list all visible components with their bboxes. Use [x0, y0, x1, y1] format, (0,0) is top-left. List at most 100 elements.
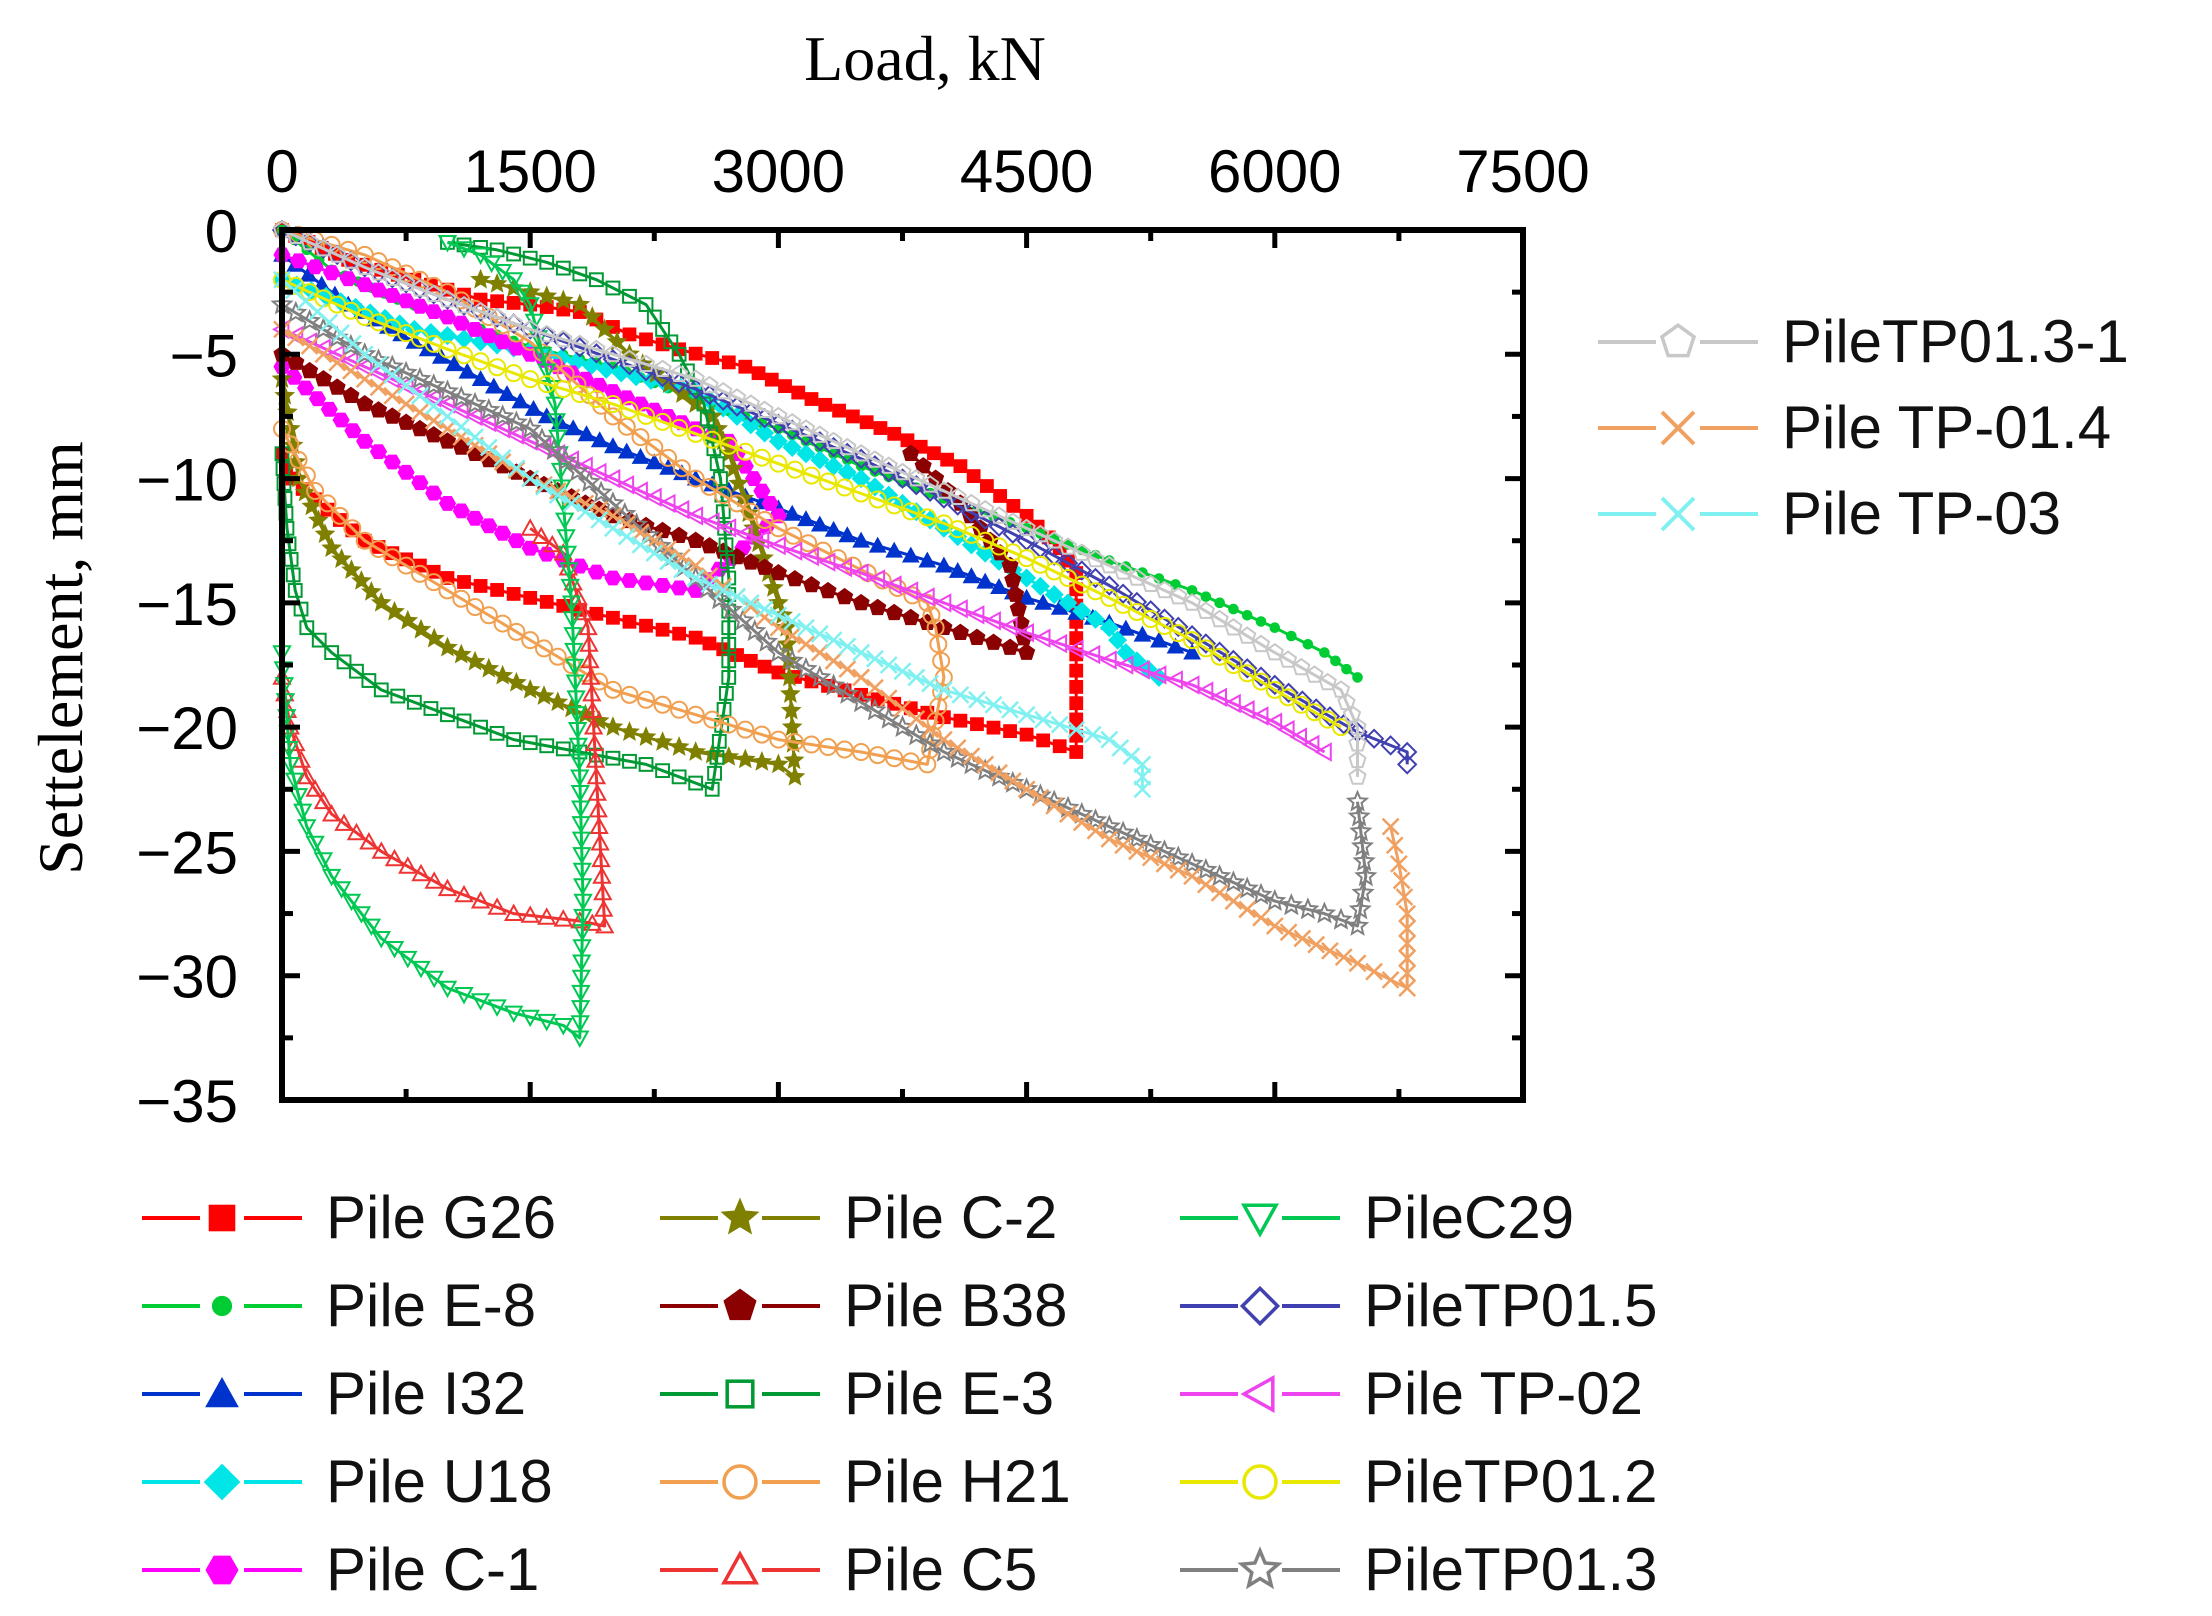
data-point — [498, 385, 516, 401]
data-point — [867, 569, 886, 589]
data-point — [1139, 832, 1163, 856]
data-point — [631, 535, 650, 554]
data-point — [1085, 567, 1106, 589]
data-point — [539, 738, 555, 754]
data-point — [425, 304, 443, 319]
data-point — [564, 642, 584, 661]
data-point — [478, 412, 497, 433]
data-point — [902, 608, 920, 626]
data-point — [435, 379, 460, 402]
data-point — [851, 563, 869, 583]
data-point — [852, 593, 870, 611]
data-point — [585, 750, 606, 768]
data-point — [471, 301, 490, 320]
data-point — [1210, 883, 1229, 902]
data-point — [755, 629, 779, 652]
data-point — [1330, 655, 1341, 667]
data-point — [568, 737, 588, 756]
data-point — [866, 649, 884, 668]
data-point — [1056, 795, 1080, 818]
data-point — [506, 296, 521, 310]
data-point — [470, 268, 491, 289]
data-point — [1249, 882, 1273, 905]
data-point — [863, 698, 887, 721]
data-point — [1085, 609, 1106, 629]
data-point — [970, 717, 984, 732]
data-point — [1114, 595, 1133, 614]
data-point — [383, 268, 402, 286]
data-point — [479, 606, 498, 625]
data-point — [900, 433, 915, 448]
data-point — [1196, 601, 1215, 619]
data-point — [604, 570, 622, 586]
data-point — [1058, 593, 1078, 613]
data-point — [714, 486, 733, 505]
data-point — [321, 804, 342, 822]
data-point — [1183, 643, 1201, 660]
data-point — [988, 516, 1010, 537]
data-point — [464, 650, 486, 671]
data-point — [769, 606, 788, 625]
data-point — [1043, 545, 1065, 566]
data-point — [361, 918, 382, 937]
data-point — [845, 409, 860, 424]
data-point — [548, 429, 568, 448]
series-piletp01-3-1 — [272, 220, 1367, 785]
data-point — [778, 379, 792, 394]
data-point — [604, 437, 622, 454]
data-point — [1069, 745, 1084, 759]
data-point — [703, 710, 722, 729]
data-point — [559, 562, 579, 580]
data-point — [328, 245, 347, 263]
data-point — [539, 594, 554, 609]
data-point — [343, 519, 362, 538]
legend-marker — [721, 1550, 759, 1585]
data-point — [1072, 601, 1092, 621]
data-point — [932, 651, 951, 670]
data-point — [893, 462, 912, 481]
data-point — [659, 448, 678, 467]
data-point — [900, 581, 919, 601]
data-point — [927, 446, 941, 461]
data-point — [868, 536, 887, 553]
data-point — [355, 345, 374, 364]
data-point — [504, 1005, 524, 1024]
data-point — [1071, 560, 1093, 581]
data-point — [487, 897, 507, 915]
data-point — [1155, 854, 1174, 873]
data-point — [836, 587, 854, 605]
data-point — [1111, 820, 1135, 843]
data-point — [583, 717, 604, 735]
data-point — [1099, 650, 1117, 670]
data-point — [520, 518, 540, 536]
data-point — [1251, 634, 1271, 653]
data-point — [470, 891, 491, 909]
data-point — [976, 755, 995, 774]
data-point — [373, 682, 389, 698]
data-point — [463, 391, 487, 414]
data-point — [1237, 700, 1255, 720]
data-point — [852, 643, 871, 662]
legend-marker-bg — [718, 1372, 762, 1416]
data-point — [507, 622, 526, 641]
data-point — [1318, 710, 1337, 729]
data-point — [794, 656, 818, 679]
data-point — [1141, 848, 1160, 867]
data-point — [893, 699, 912, 718]
data-point — [458, 362, 477, 379]
legend-marker — [203, 1463, 241, 1501]
data-point — [548, 486, 567, 505]
data-point — [397, 464, 415, 480]
data-point — [569, 753, 589, 772]
data-point — [1182, 593, 1202, 611]
legend-marker — [723, 1288, 757, 1321]
data-point — [1045, 796, 1064, 815]
data-point — [314, 345, 333, 364]
data-point — [817, 552, 836, 572]
data-point — [926, 618, 945, 637]
data-point — [753, 483, 771, 499]
data-point — [383, 366, 402, 384]
legend-label: Pile C-1 — [326, 1536, 539, 1603]
data-point — [1390, 854, 1408, 873]
data-point — [645, 453, 664, 470]
